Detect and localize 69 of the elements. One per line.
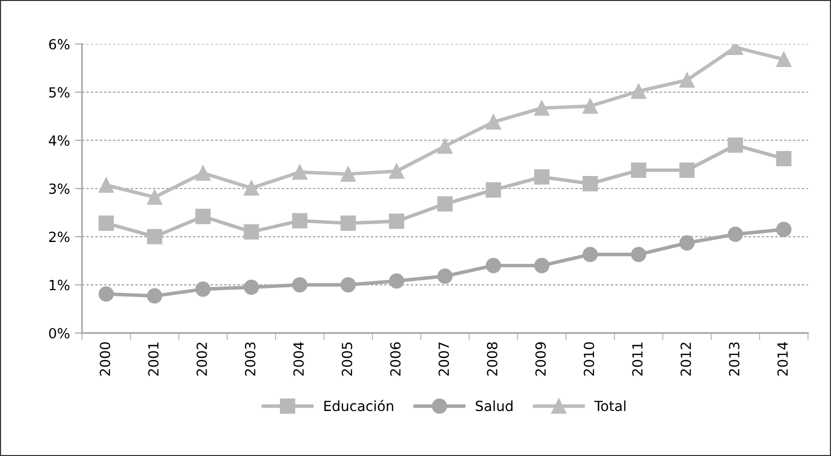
point — [582, 176, 598, 192]
y-tick-label: 1% — [50, 280, 70, 290]
point — [728, 226, 744, 242]
point — [388, 273, 404, 289]
point — [679, 162, 695, 178]
point — [244, 224, 260, 240]
point — [437, 138, 453, 154]
point — [244, 180, 260, 196]
point — [146, 190, 162, 205]
point — [388, 164, 404, 179]
point — [776, 52, 792, 68]
point — [486, 182, 502, 198]
point — [630, 162, 646, 178]
point — [630, 84, 646, 99]
legend-label: Educación — [324, 400, 394, 412]
x-tick-label: 2008 — [486, 342, 498, 376]
point — [534, 258, 550, 274]
point — [292, 164, 308, 180]
y-tick-label: 0% — [49, 328, 70, 338]
point — [340, 277, 356, 292]
x-tick-label: 2011 — [632, 342, 643, 376]
x-tick-label: 2012 — [680, 342, 692, 376]
point — [486, 258, 502, 274]
x-tick-label: 2010 — [584, 342, 594, 376]
y-tick-label: 6% — [49, 38, 70, 50]
point — [437, 196, 453, 212]
point — [292, 213, 308, 228]
x-tick-label: 2009 — [535, 342, 546, 376]
point — [486, 114, 502, 130]
x-tick-label: 2013 — [728, 342, 740, 376]
legend-label: Salud — [476, 400, 512, 412]
x-tick-label: 2005 — [342, 342, 352, 376]
point — [679, 235, 695, 251]
y-tick-label: 3% — [49, 183, 70, 194]
point — [582, 98, 598, 114]
x-tick-label: 2000 — [100, 342, 110, 376]
point — [146, 229, 162, 244]
y-tick-label: 4% — [48, 135, 70, 146]
point — [195, 208, 211, 224]
point — [195, 165, 211, 181]
point — [146, 288, 162, 304]
point — [340, 216, 356, 231]
point — [728, 138, 744, 153]
point — [437, 268, 453, 284]
x-tick-label: 2001 — [148, 342, 159, 376]
point — [776, 150, 792, 166]
y-tick-label: 5% — [49, 87, 70, 98]
point — [244, 280, 260, 295]
point — [388, 214, 404, 229]
y-tick-label: 2% — [49, 232, 70, 242]
point — [292, 277, 308, 292]
point — [340, 166, 356, 182]
point — [534, 100, 550, 116]
x-tick-label: 2004 — [293, 342, 304, 376]
point — [534, 169, 550, 185]
x-tick-label: 2002 — [196, 342, 208, 376]
point — [98, 216, 114, 231]
point — [679, 72, 695, 88]
point — [582, 246, 598, 262]
x-tick-label: 2003 — [244, 342, 256, 376]
point — [98, 177, 114, 193]
x-tick-label: 2014 — [777, 342, 788, 376]
x-tick-label: 2007 — [438, 342, 450, 376]
point — [98, 286, 114, 302]
point — [776, 222, 792, 238]
point — [195, 282, 211, 297]
x-tick-label: 2006 — [390, 342, 401, 376]
point — [630, 246, 646, 262]
legend-label: Total — [594, 400, 626, 412]
